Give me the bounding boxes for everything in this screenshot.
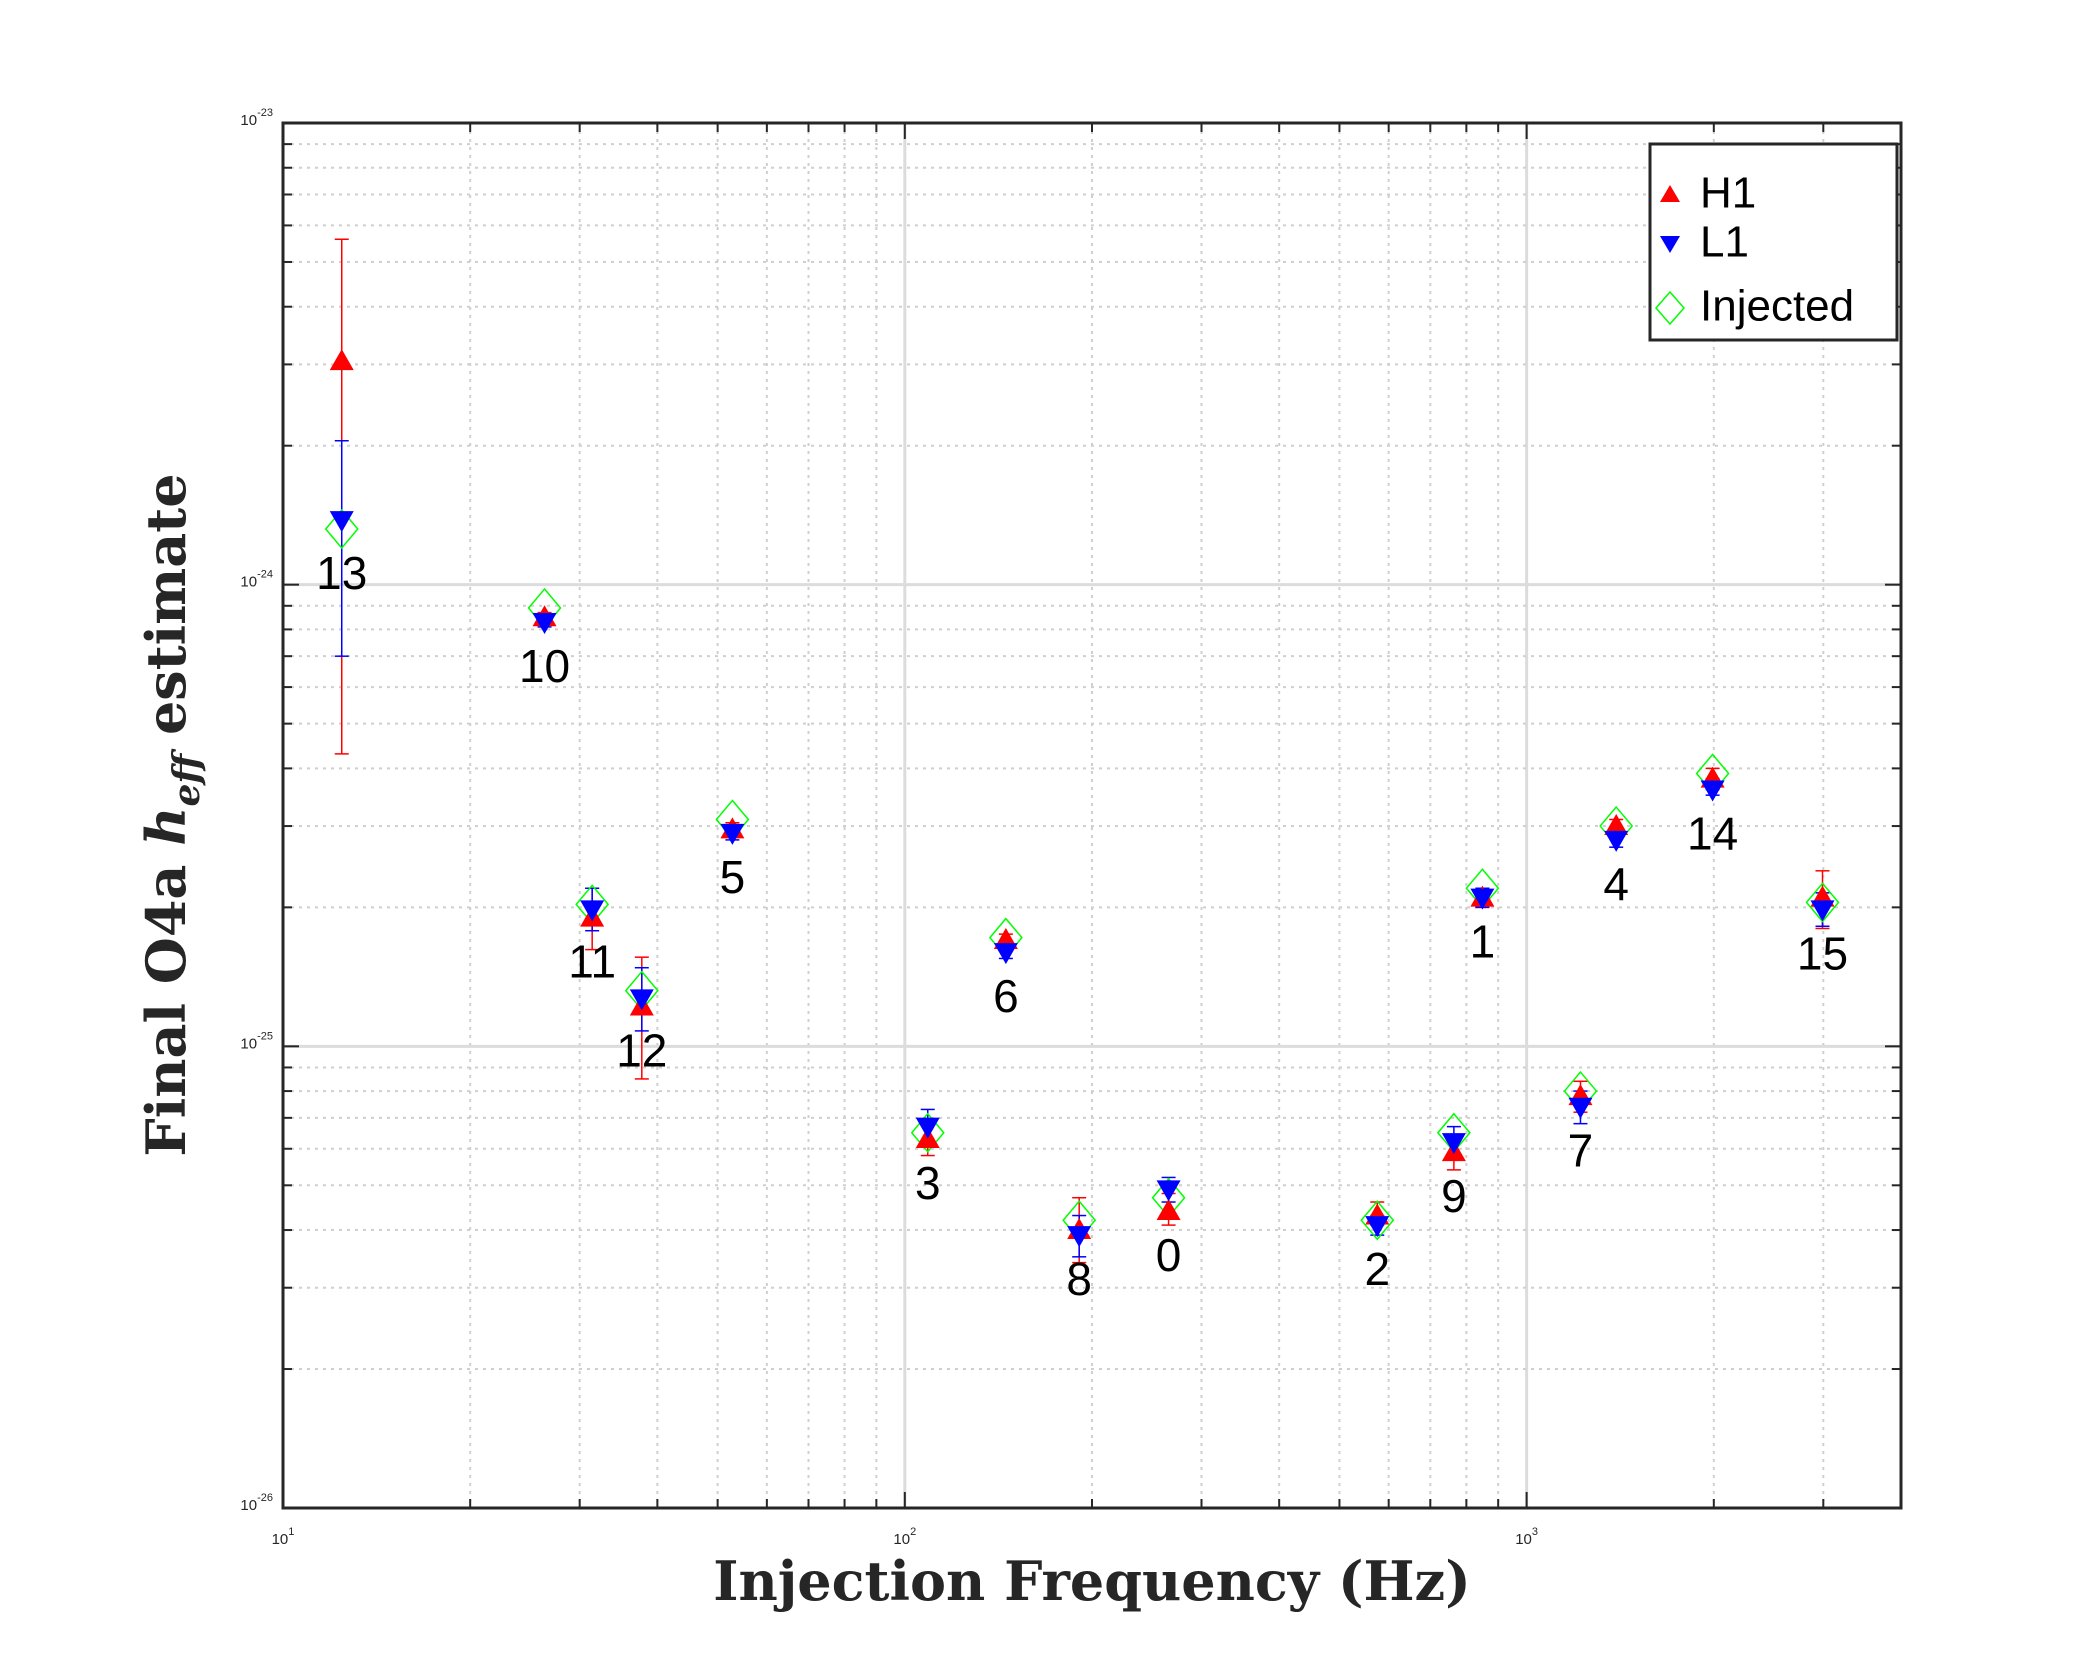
pulsar-label: 0 [1156, 1229, 1182, 1281]
injected-marker [910, 1112, 945, 1153]
legend-h1-marker [1660, 185, 1680, 202]
l1-marker [1365, 1216, 1390, 1238]
l1-marker [1810, 900, 1835, 922]
injected-marker [1360, 1200, 1395, 1241]
legend-box [1648, 142, 1899, 342]
legend-injected-marker [1655, 290, 1685, 326]
y-tick-label: 10-26 [240, 1492, 273, 1514]
l1-marker [1568, 1097, 1593, 1119]
l1-marker [915, 1117, 940, 1139]
l1-marker [1156, 1180, 1181, 1202]
grid [281, 121, 1902, 1510]
x-axis-label: Injection Frequency (Hz) [713, 1549, 1471, 1613]
pulsar-label: 15 [1797, 927, 1848, 979]
y-axis-label: Final O4a heff estimate [134, 473, 208, 1156]
l1-marker [1441, 1133, 1466, 1155]
l1-marker [329, 511, 354, 533]
l1-marker [532, 613, 557, 635]
y-axis-label-prefix: Final O4a [134, 846, 198, 1157]
pulsar-label: 7 [1568, 1125, 1594, 1177]
l1-marker [580, 900, 605, 922]
x-tick-label: 101 [272, 1526, 295, 1548]
pulsar-label: 8 [1066, 1253, 1092, 1305]
l1-marker [720, 823, 745, 845]
legend-l1-label: L1 [1700, 218, 1749, 267]
pulsar-label: 14 [1687, 808, 1738, 860]
pulsar-label: 1 [1470, 916, 1496, 968]
h1-marker [329, 349, 354, 371]
l1-marker [1067, 1226, 1092, 1248]
l1-marker [1700, 780, 1725, 802]
pulsar-label: 11 [568, 936, 616, 988]
h1-marker [1156, 1198, 1181, 1220]
y-tick-label: 10-25 [240, 1030, 273, 1052]
pulsar-label: 2 [1364, 1243, 1390, 1295]
pulsar-label: 3 [915, 1157, 941, 1209]
pulsar-label: 4 [1603, 858, 1629, 910]
l1-marker [1604, 830, 1629, 852]
data-markers [324, 349, 1840, 1248]
plot-frame [281, 121, 1903, 1510]
injected-marker [1805, 882, 1840, 923]
y-axis-label-sub: eff [166, 749, 208, 807]
x-tick-label: 102 [893, 1526, 916, 1548]
pulsar-label: 9 [1441, 1170, 1467, 1222]
legend-l1-marker [1660, 236, 1680, 253]
l1-marker [993, 943, 1018, 965]
legend-injected-label: Injected [1700, 282, 1854, 331]
pulsar-label: 12 [616, 1024, 667, 1076]
legend: H1 L1 Injected [1648, 142, 1899, 342]
y-axis-label-h: h [134, 807, 198, 846]
l1-marker [629, 989, 654, 1011]
pulsar-label: 6 [993, 970, 1019, 1022]
y-tick-label: 10-23 [240, 107, 273, 129]
legend-h1-label: H1 [1700, 169, 1756, 218]
h1-marker [1604, 814, 1629, 836]
y-tick-label: 10-24 [240, 569, 273, 591]
x-tick-label: 103 [1515, 1526, 1538, 1548]
pulsar-label: 10 [519, 640, 570, 692]
injected-marker [324, 508, 359, 550]
pulsar-label: 13 [316, 547, 367, 599]
pulsar-label: 5 [720, 851, 746, 903]
y-axis-label-suffix: estimate [134, 473, 198, 753]
l1-marker [1470, 888, 1495, 910]
